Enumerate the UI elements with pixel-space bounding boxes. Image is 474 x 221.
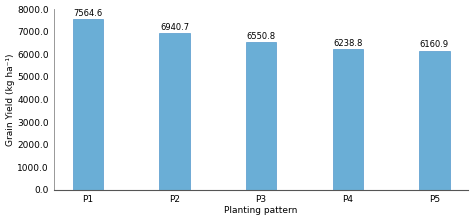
Bar	[159, 33, 190, 190]
X-axis label: Planting pattern: Planting pattern	[225, 206, 298, 215]
Y-axis label: Grain Yield (kg ha⁻¹): Grain Yield (kg ha⁻¹)	[6, 53, 15, 146]
Text: 7564.6: 7564.6	[73, 9, 102, 18]
Text: 6550.8: 6550.8	[246, 32, 276, 41]
Text: 6238.8: 6238.8	[333, 39, 363, 48]
Bar	[73, 19, 103, 190]
Text: 6940.7: 6940.7	[160, 23, 189, 32]
Bar	[246, 42, 276, 190]
Bar	[419, 51, 450, 190]
Bar	[333, 49, 363, 190]
Text: 6160.9: 6160.9	[420, 40, 449, 49]
